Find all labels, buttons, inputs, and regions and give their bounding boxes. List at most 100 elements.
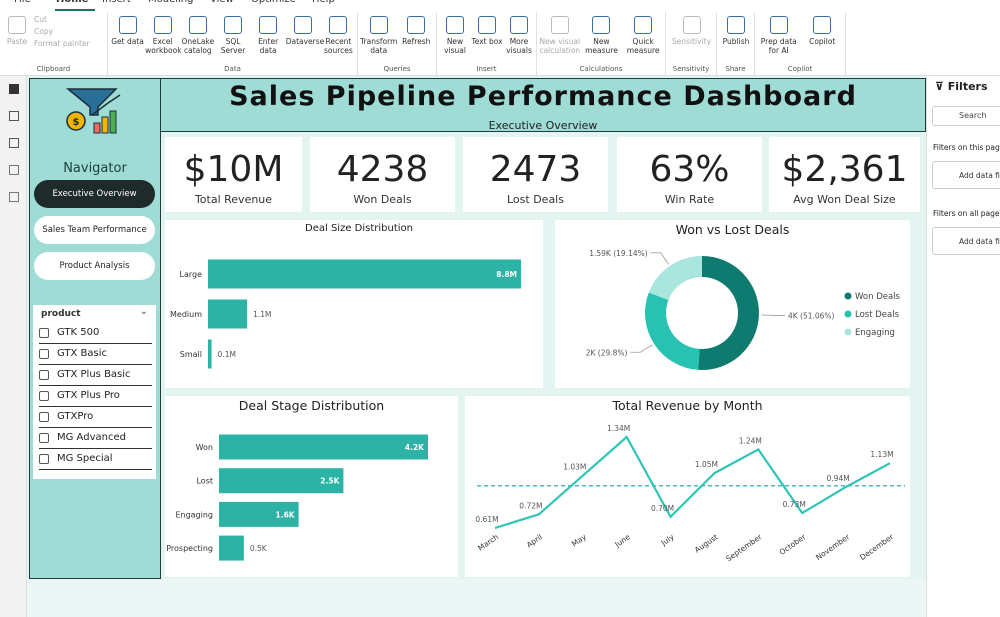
model-view-icon[interactable] [9,138,19,148]
ribbon-button[interactable]: Excel workbook [145,16,182,55]
ribbon-group: Calculations New visual calculation New me… [537,12,666,75]
ribbon-icon [8,16,26,34]
bar [208,259,521,289]
filter-drop-zone[interactable]: Add data fields here [932,227,1000,255]
checkbox[interactable] [39,433,49,443]
checkbox[interactable] [39,328,49,338]
ribbon-item-label: New visual calculation [539,37,581,55]
ribbon-item-label: Cut [34,15,47,24]
ribbon-button[interactable]: OneLake catalog [180,16,215,55]
category-label: Prospecting [166,544,213,553]
nav-button[interactable]: Executive Overview [34,180,155,208]
checkbox[interactable] [39,370,49,380]
ribbon-group: Sensitivity Sensitivity [666,12,717,75]
ribbon-button[interactable]: Publish [719,16,753,46]
checkbox[interactable] [39,454,49,464]
ribbon-button[interactable]: Transform data [360,16,398,55]
ribbon-button[interactable]: SQL Server [215,16,250,55]
report-view-icon[interactable] [9,84,19,94]
filter-search[interactable]: Search [932,106,1000,126]
ribbon-small-item[interactable]: Cut [34,15,104,24]
nav-button[interactable]: Product Analysis [34,252,155,280]
ribbon-tab[interactable]: Optimize [251,0,296,5]
ribbon-button[interactable]: Refresh [398,16,436,46]
ribbon-tab[interactable]: Help [312,0,335,5]
ribbon-group-label: Data [224,65,241,73]
ribbon-button[interactable]: Text box [471,16,503,46]
data-label: 4.2K [405,443,425,452]
ribbon-button[interactable]: Paste [2,16,32,46]
slicer-item[interactable]: GTX Plus Basic [39,367,152,386]
ribbon-item-label: New visual [444,37,466,55]
ribbon-tab[interactable]: Insert [102,0,131,5]
x-tick-label: June [612,532,632,550]
slicer-item[interactable]: GTXPro [39,409,152,428]
active-tab-underline [55,9,95,11]
ribbon-button[interactable]: Enter data [251,16,286,55]
ribbon-item-label: Quick measure [626,37,660,55]
view-bar [0,76,27,617]
checkbox[interactable] [39,391,49,401]
ribbon-icon [769,16,788,34]
ribbon-group: Insert New visual Text box More visuals [437,12,537,75]
slicer-item[interactable]: GTX Plus Pro [39,388,152,407]
checkbox[interactable] [39,349,49,359]
ribbon-tab[interactable]: Home [56,0,88,5]
ribbon-button[interactable]: New visual [439,16,471,55]
ribbon-small-item[interactable]: Format painter [34,39,104,48]
slicer-item[interactable]: MG Special [39,451,152,470]
ribbon-item-label: Sensitivity [671,37,712,46]
ribbon-button[interactable]: Quick measure [622,16,664,55]
kpi-label: Won Deals [353,193,412,206]
category-label: Won [196,443,213,452]
ribbon-button[interactable]: Copilot [801,16,845,46]
ribbon-button[interactable]: Sensitivity [668,16,715,46]
ribbon-tab[interactable]: View [210,0,234,5]
ribbon-group: Share Publish [717,12,755,75]
slicer-item[interactable]: GTX Basic [39,346,152,365]
nav-button[interactable]: Sales Team Performance [34,216,155,244]
ribbon-icon [446,16,464,34]
ribbon-button[interactable]: More visuals [503,16,535,55]
ribbon-group-label: Clipboard [36,65,71,73]
slicer-chevron[interactable]: ⌄ [139,306,148,317]
dashboard-title: Sales Pipeline Performance Dashboard [229,81,857,112]
ribbon-item-label: New measure [585,37,618,55]
ribbon-icon [727,16,745,34]
ribbon-button[interactable]: Dataverse [286,16,324,46]
filters-title-text: Filters [947,80,988,93]
data-label: 1.6K [276,510,296,519]
navigator-title: Navigator [63,161,127,176]
ribbon-tab[interactable]: File [14,0,31,5]
ribbon-group-label: Copilot [787,65,813,73]
slicer-item-label: GTX Basic [57,348,108,359]
chart: Deal Stage Distribution Won 4.2K Lost 2.5K En… [165,396,458,577]
ribbon-button[interactable]: Get data [110,16,145,46]
bar [219,434,428,460]
ribbon-item-label: Publish [722,37,750,46]
data-label: 0.72M [519,501,542,510]
ribbon-button[interactable]: Recent sources [321,16,356,55]
chart: Total Revenue by Month 0.61M March 0.72M Apr… [465,396,910,577]
ribbon-button[interactable]: New measure [581,16,623,55]
ribbon-item-label: OneLake catalog [181,37,215,55]
slicer-item[interactable]: MG Advanced [39,430,152,449]
legend-label: Engaging [855,328,895,338]
ribbon-tab[interactable]: Modeling [148,0,194,5]
kpi-card: $2,361 Avg Won Deal Size [769,137,920,212]
category-label: Lost [196,477,213,486]
ribbon-button[interactable]: New visual calculation [539,16,581,55]
ribbon-item-label: Transform data [360,37,398,55]
chart-title: Deal Size Distribution [305,223,413,234]
data-label: 8.8M [496,270,517,279]
ribbon-icon [118,16,137,34]
ribbon-small-item[interactable]: Copy [34,27,104,36]
table-view-icon[interactable] [9,111,19,121]
ribbon-item-label: Copilot [809,37,836,46]
slicer-item[interactable]: GTK 500 [39,325,152,344]
ribbon-button[interactable]: Prep data for AI [757,16,801,55]
tmdl-view-icon[interactable] [9,192,19,202]
filter-drop-zone[interactable]: Add data fields here [932,161,1000,189]
checkbox[interactable] [39,412,49,422]
dax-view-icon[interactable] [9,165,19,175]
